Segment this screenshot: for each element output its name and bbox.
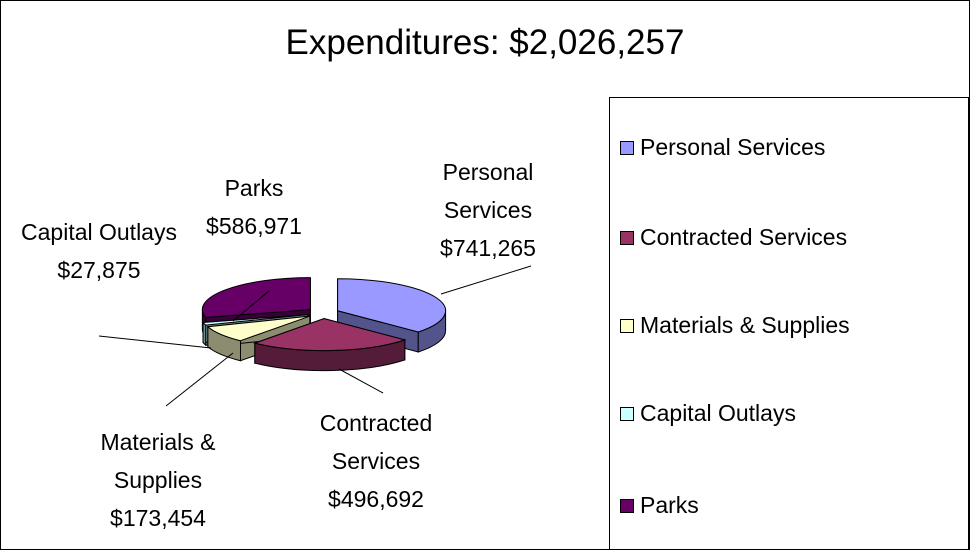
data-label-value: $173,454 xyxy=(110,505,206,531)
slice-top xyxy=(201,314,308,326)
leader-line xyxy=(165,352,234,407)
legend-swatch xyxy=(620,406,634,421)
data-label: Capital Outlays $27,875 xyxy=(14,213,184,289)
legend-swatch xyxy=(620,498,634,513)
data-label: Personal Services $741,265 xyxy=(413,153,563,267)
leader-line xyxy=(440,265,532,295)
data-label: Materials & Supplies $173,454 xyxy=(83,423,233,537)
slice-side xyxy=(202,321,207,347)
data-label-value: $741,265 xyxy=(440,235,536,261)
data-label-value: $27,875 xyxy=(57,257,141,283)
legend-item: Contracted Services xyxy=(620,224,847,251)
legend-label: Contracted Services xyxy=(640,224,848,250)
legend: Personal Services Contracted Services Mate… xyxy=(609,97,969,549)
data-label-name: Materials & Supplies xyxy=(100,429,216,493)
chart-title: Expenditures: $2,026,257 xyxy=(285,23,685,62)
slice xyxy=(337,278,447,353)
slice-top xyxy=(201,277,311,318)
legend-item: Capital Outlays xyxy=(620,400,796,427)
legend-label: Capital Outlays xyxy=(640,400,796,426)
legend-swatch xyxy=(620,140,634,155)
legend-swatch xyxy=(620,230,634,245)
leader-line xyxy=(232,290,270,322)
legend-label: Materials & Supplies xyxy=(640,312,850,338)
legend-item: Materials & Supplies xyxy=(620,312,850,339)
legend-label: Personal Services xyxy=(640,134,826,160)
data-label-value: $496,692 xyxy=(328,486,424,512)
data-label-name: Contracted Services xyxy=(319,410,433,474)
data-label-name: Parks xyxy=(224,175,284,201)
legend-swatch xyxy=(620,318,634,333)
leader-line xyxy=(338,368,384,394)
data-label-name: Personal Services xyxy=(442,159,534,223)
slice xyxy=(253,317,407,372)
leader-line xyxy=(98,335,212,349)
legend-label: Parks xyxy=(640,492,699,518)
slice-top xyxy=(253,318,407,352)
legend-item: Parks xyxy=(620,492,699,519)
slice-top xyxy=(206,315,311,342)
data-label-value: $586,971 xyxy=(206,213,302,239)
data-label: Parks $586,971 xyxy=(169,169,339,245)
legend-item: Personal Services xyxy=(620,134,825,161)
slice-top xyxy=(337,278,447,333)
data-label-name: Capital Outlays xyxy=(21,219,177,245)
data-label: Contracted Services $496,692 xyxy=(301,404,451,518)
